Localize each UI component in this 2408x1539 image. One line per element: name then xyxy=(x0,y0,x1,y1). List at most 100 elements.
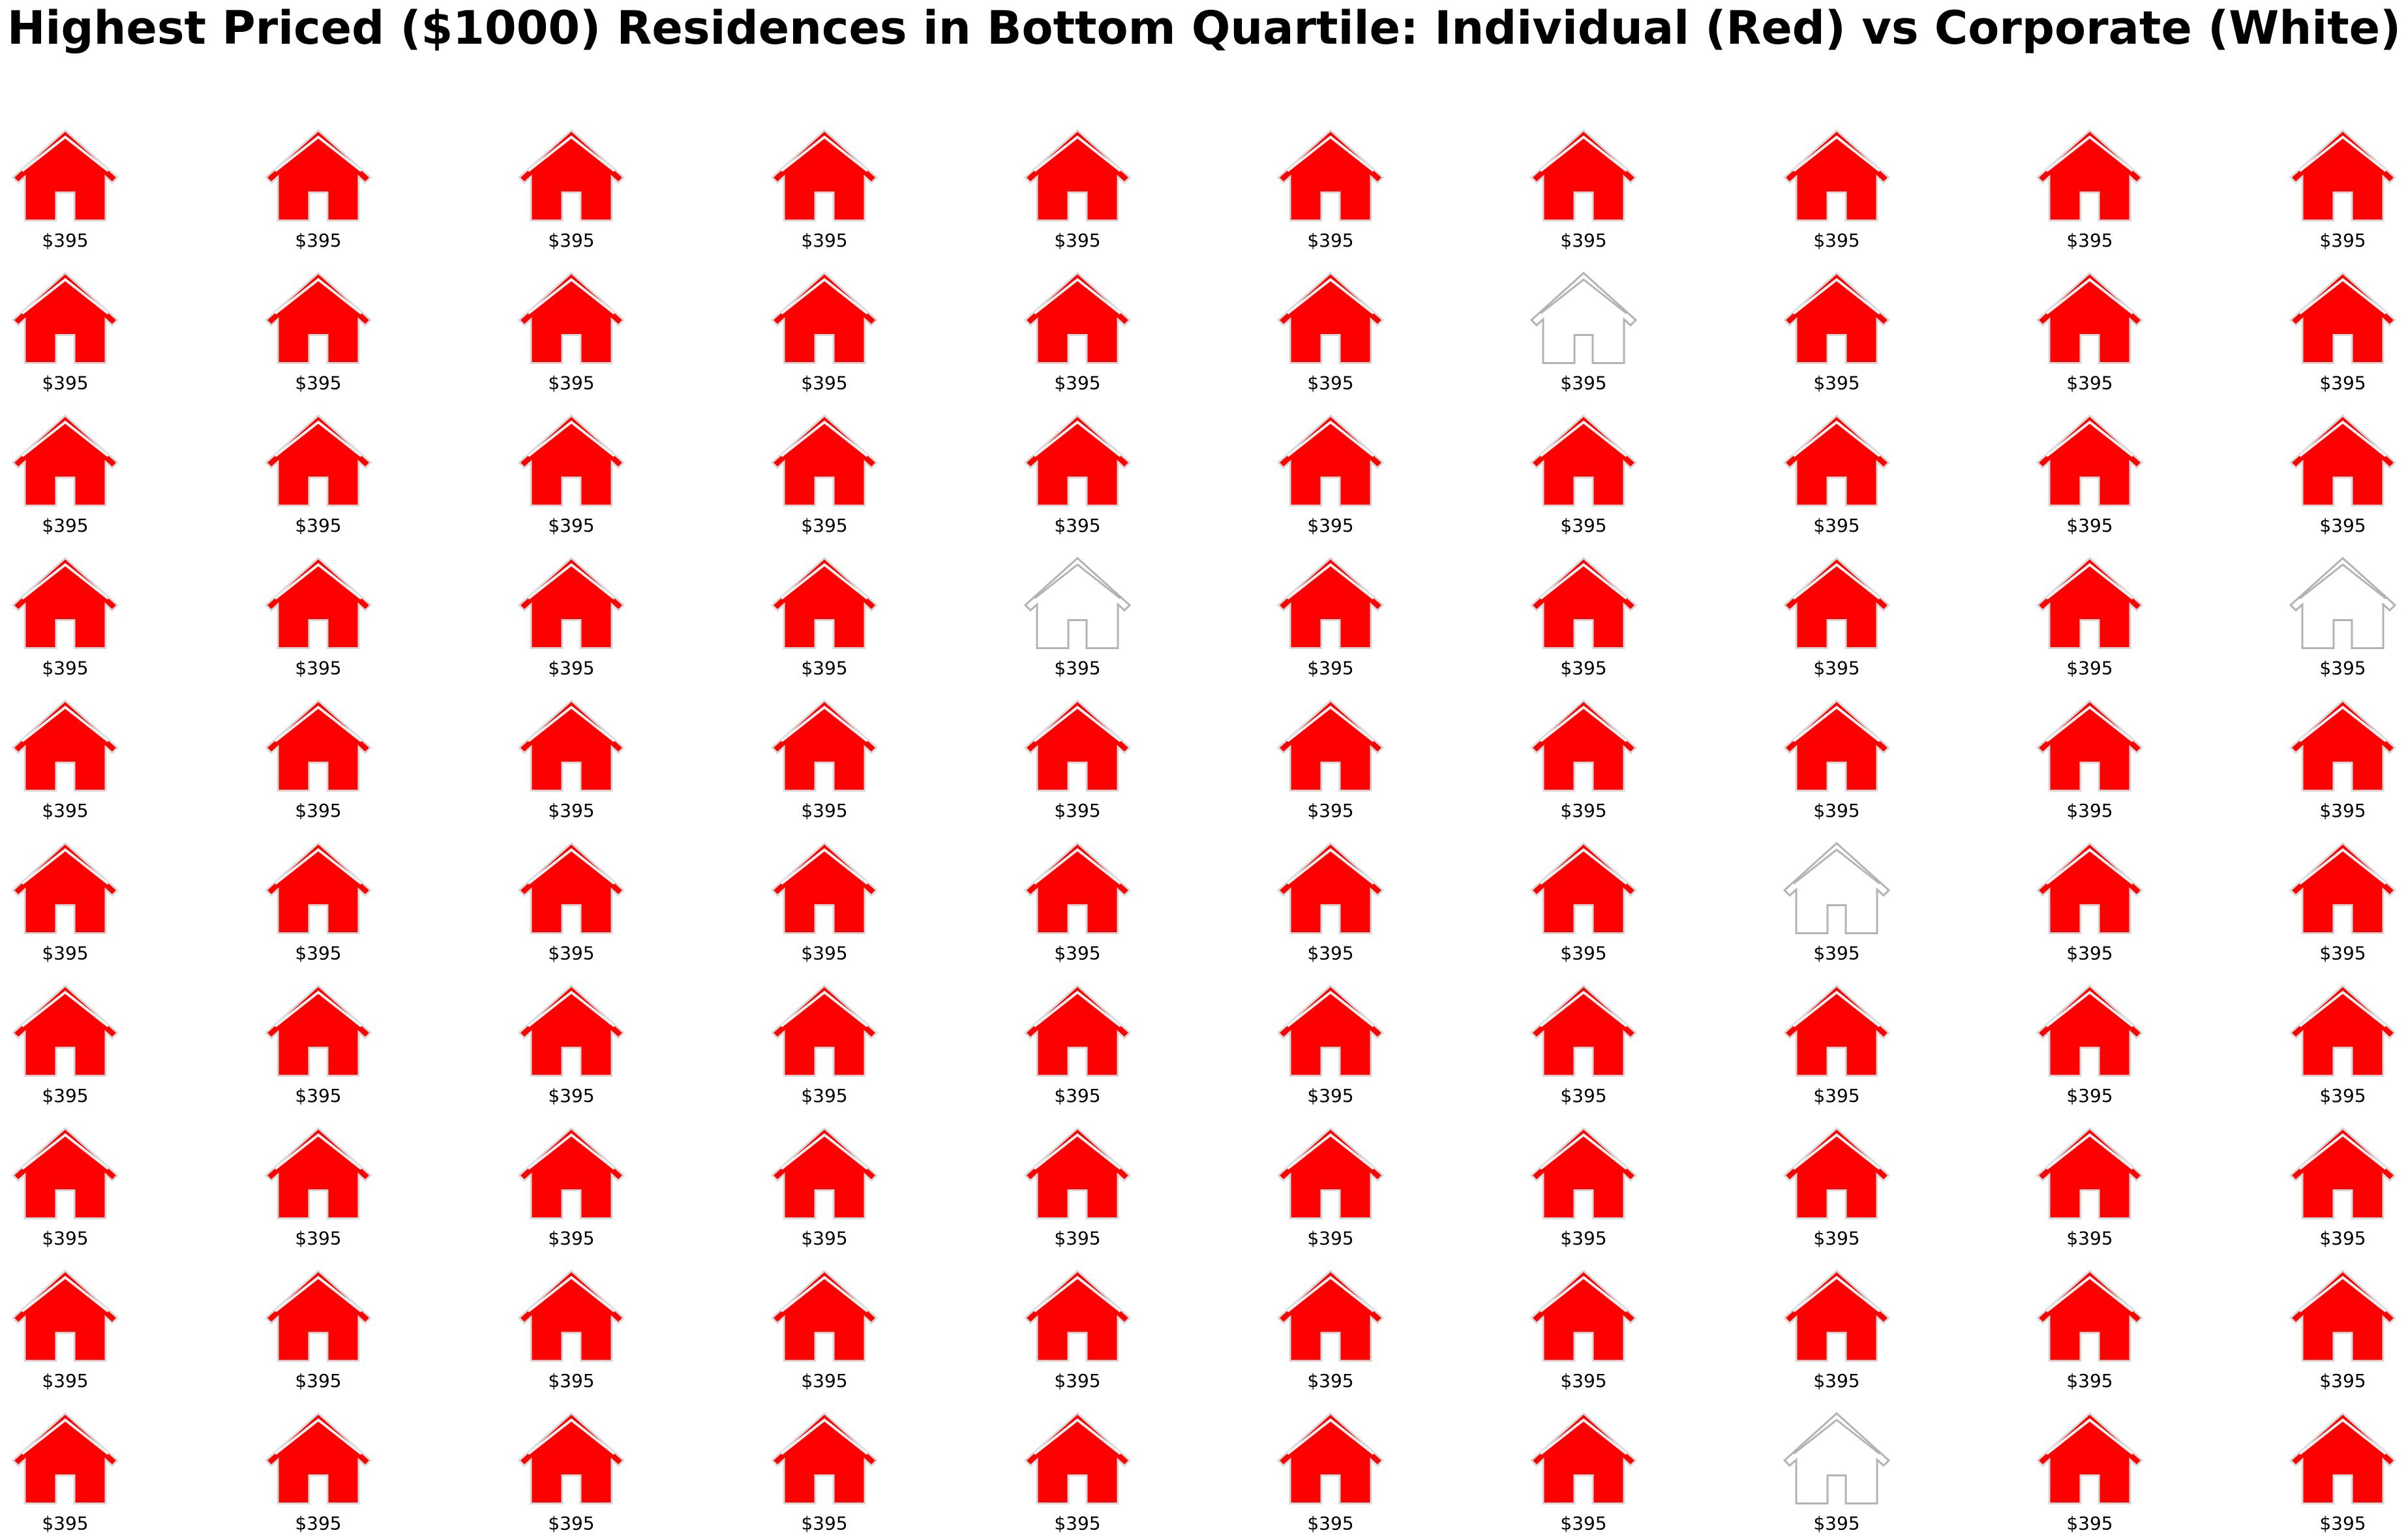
price-label: $395 xyxy=(42,1228,88,1249)
house-icon-individual xyxy=(770,556,879,649)
house-icon-individual xyxy=(2289,1412,2397,1504)
house-icon-individual xyxy=(1276,271,1385,364)
house-icon-individual xyxy=(1529,1269,1638,1362)
price-label: $395 xyxy=(1813,1085,1859,1106)
house-roof-line xyxy=(1286,1275,1375,1313)
house-roof-line xyxy=(1792,1275,1881,1313)
price-label: $395 xyxy=(1054,1513,1100,1534)
house-icon-individual xyxy=(264,1127,372,1219)
house-roof-line xyxy=(1539,135,1628,172)
house-roof-line xyxy=(1286,1418,1375,1455)
house-icon: $395 xyxy=(517,1412,625,1534)
price-label: $395 xyxy=(2319,373,2366,394)
house-roof-line xyxy=(1286,847,1375,885)
house-icon: $395 xyxy=(1023,1412,1132,1534)
house-roof-line xyxy=(2298,705,2387,742)
house-icon-individual xyxy=(1276,414,1385,507)
house-roof-line xyxy=(1033,1275,1122,1313)
price-label: $395 xyxy=(2066,230,2113,251)
price-label: $395 xyxy=(1560,943,1606,964)
house-roof-line xyxy=(527,135,616,172)
house-icon-corporate xyxy=(1529,271,1638,364)
house-icon-individual xyxy=(1023,842,1132,934)
price-label: $395 xyxy=(801,1370,847,1392)
house-icon-individual xyxy=(11,699,119,792)
house-icon: $395 xyxy=(1783,984,1891,1106)
house-roof-line xyxy=(1540,278,1627,314)
house-roof-line xyxy=(1792,135,1881,172)
house-roof-line xyxy=(2045,420,2134,457)
house-icon: $395 xyxy=(264,699,372,821)
house-roof-line xyxy=(1539,420,1628,457)
price-label: $395 xyxy=(1560,1513,1606,1534)
price-label: $395 xyxy=(1054,1228,1100,1249)
price-label: $395 xyxy=(295,373,341,394)
house-icon-individual xyxy=(1783,984,1891,1077)
house-icon: $395 xyxy=(1023,271,1132,394)
price-label: $395 xyxy=(2066,1085,2113,1106)
price-label: $395 xyxy=(1307,515,1353,536)
price-label: $395 xyxy=(2319,1228,2366,1249)
house-roof-line xyxy=(274,705,363,742)
house-icon: $395 xyxy=(517,414,625,536)
house-icon-individual xyxy=(2289,842,2397,934)
price-label: $395 xyxy=(548,800,594,821)
house-roof-line xyxy=(21,420,110,457)
house-icon: $395 xyxy=(11,271,119,394)
house-icon: $395 xyxy=(264,129,372,251)
price-label: $395 xyxy=(1560,1228,1606,1249)
house-icon: $395 xyxy=(264,984,372,1106)
house-roof-line xyxy=(274,990,363,1028)
house-icon: $395 xyxy=(770,1127,879,1249)
price-label: $395 xyxy=(2066,1370,2113,1392)
house-icon: $395 xyxy=(770,556,879,679)
house-icon: $395 xyxy=(2289,271,2397,394)
house-icon-individual xyxy=(770,1412,879,1504)
price-label: $395 xyxy=(295,943,341,964)
house-icon: $395 xyxy=(11,1412,119,1534)
house-icon: $395 xyxy=(1783,414,1891,536)
price-label: $395 xyxy=(548,230,594,251)
house-roof-line xyxy=(1033,705,1122,742)
house-roof-line xyxy=(2298,847,2387,885)
house-roof-line xyxy=(2298,420,2387,457)
house-icon: $395 xyxy=(264,842,372,964)
house-icon: $395 xyxy=(1023,556,1132,679)
house-icon-individual xyxy=(1529,414,1638,507)
house-icon-individual xyxy=(1276,842,1385,934)
house-icon-individual xyxy=(1023,699,1132,792)
price-label: $395 xyxy=(1307,1085,1353,1106)
house-icon-individual xyxy=(2289,1127,2397,1219)
house-roof-line xyxy=(1033,847,1122,885)
house-roof-line xyxy=(2299,563,2386,600)
house-roof-line xyxy=(21,847,110,885)
price-label: $395 xyxy=(2066,943,2113,964)
house-icon: $395 xyxy=(2036,414,2144,536)
house-icon: $395 xyxy=(1783,271,1891,394)
house-icon-individual xyxy=(1783,414,1891,507)
house-roof-line xyxy=(1539,847,1628,885)
house-icon: $395 xyxy=(517,271,625,394)
house-icon-individual xyxy=(770,984,879,1077)
price-label: $395 xyxy=(295,1513,341,1534)
price-label: $395 xyxy=(2066,1228,2113,1249)
house-roof-line xyxy=(2298,1418,2387,1455)
price-label: $395 xyxy=(1054,373,1100,394)
house-roof-line xyxy=(780,135,869,172)
house-icon-individual xyxy=(11,1269,119,1362)
house-icon: $395 xyxy=(1276,271,1385,394)
house-icon: $395 xyxy=(770,271,879,394)
price-label: $395 xyxy=(1054,943,1100,964)
house-roof-line xyxy=(21,1275,110,1313)
house-roof-line xyxy=(780,1418,869,1455)
house-icon: $395 xyxy=(11,1127,119,1249)
house-icon-corporate xyxy=(1783,1412,1891,1504)
price-label: $395 xyxy=(548,373,594,394)
house-icon: $395 xyxy=(2036,129,2144,251)
house-icon-individual xyxy=(2289,414,2397,507)
house-icon: $395 xyxy=(1783,129,1891,251)
house-icon-individual xyxy=(264,1269,372,1362)
house-icon-individual xyxy=(2036,1127,2144,1219)
house-icon-individual xyxy=(517,129,625,222)
house-roof-line xyxy=(1792,1133,1881,1170)
